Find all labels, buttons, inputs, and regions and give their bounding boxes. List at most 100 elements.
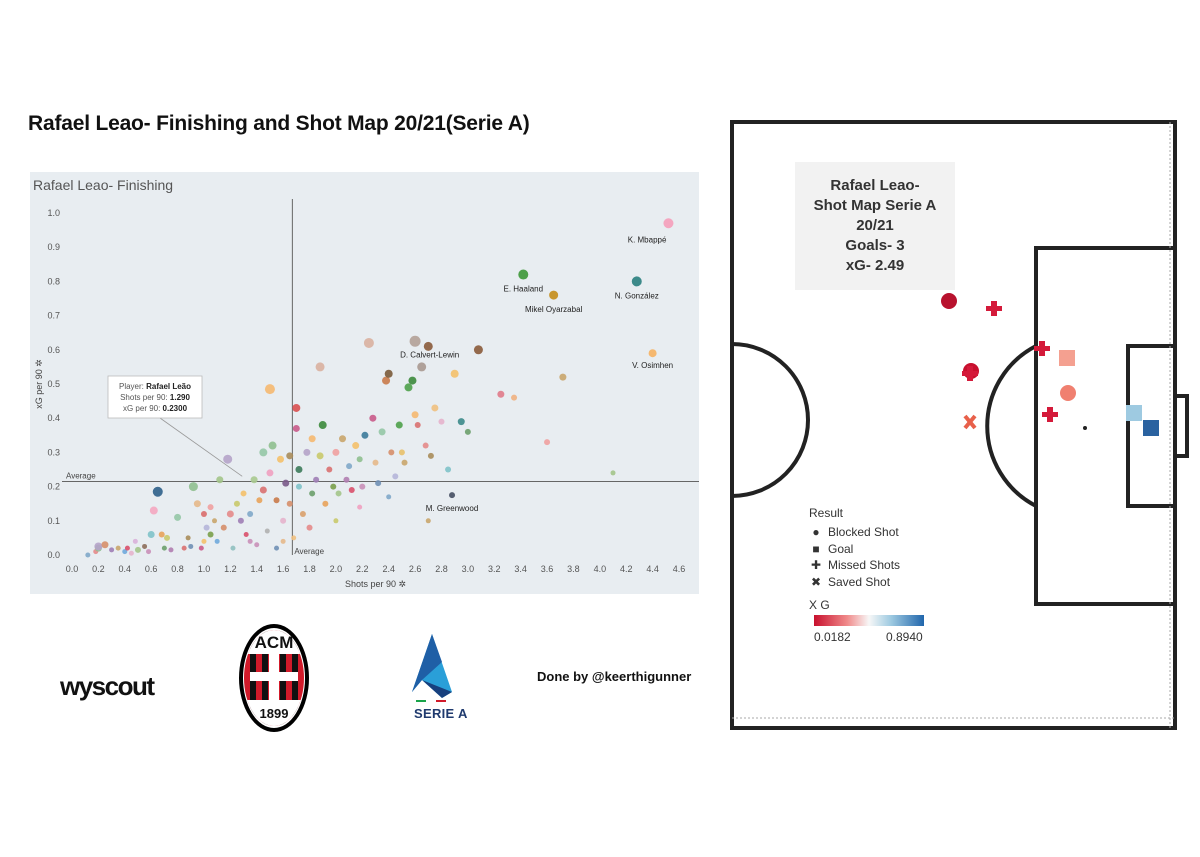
legend-title: Result — [809, 506, 844, 520]
data-point — [339, 435, 347, 443]
x-tick-label: 4.6 — [673, 564, 686, 574]
data-point — [401, 459, 408, 466]
pitch — [730, 120, 1189, 730]
data-point — [203, 524, 210, 531]
scatter-chart: 0.0 0.2 0.4 0.6 0.8 1.0 1.2 1.4 1.6 1.8 2.0 2.2 2.4 2… — [34, 199, 699, 589]
x-tick-label: 2.4 — [382, 564, 395, 574]
y-tick-label: 0.9 — [47, 242, 60, 252]
point-label: K. Mbappé — [628, 235, 667, 244]
data-point — [332, 448, 340, 456]
data-point — [318, 421, 327, 430]
data-point — [464, 428, 471, 435]
data-point — [357, 504, 363, 510]
data-point — [417, 362, 427, 372]
data-point — [369, 414, 377, 422]
data-point — [559, 373, 567, 381]
data-point — [295, 483, 302, 490]
data-point — [214, 538, 220, 544]
data-point — [230, 545, 236, 551]
data-point — [610, 470, 616, 476]
info-line: Shot Map Serie A — [813, 197, 937, 214]
y-tick-label: 0.4 — [47, 413, 60, 423]
data-point — [158, 531, 165, 538]
svg-text:1899: 1899 — [260, 706, 289, 721]
x-tick-label: 0.0 — [66, 564, 79, 574]
data-point — [280, 517, 287, 524]
x-tick-label: 4.4 — [646, 564, 659, 574]
data-point — [457, 418, 465, 426]
data-point — [264, 384, 275, 395]
legend-label: Missed Shots — [828, 558, 901, 573]
data-point — [438, 418, 445, 425]
tooltip-box — [107, 375, 203, 419]
data-point — [445, 466, 452, 473]
point-label: N. González — [615, 291, 659, 300]
x-axis-label: Shots per 90 ✲ — [345, 579, 406, 589]
data-point — [207, 531, 214, 538]
data-point — [273, 497, 280, 504]
ac-milan-crest: ACM 1899 — [239, 624, 309, 732]
point-label: D. Calvert-Lewin — [400, 350, 459, 359]
data-point — [372, 459, 379, 466]
data-point — [378, 428, 386, 436]
xg-color-scale — [814, 615, 924, 626]
data-point — [181, 545, 187, 551]
data-point — [408, 376, 417, 385]
data-point — [286, 500, 293, 507]
data-point — [382, 376, 391, 385]
data-point — [101, 541, 109, 549]
data-point — [247, 538, 253, 544]
wyscout-logo: wyscout — [60, 671, 155, 701]
x-tick-label: 0.8 — [171, 564, 184, 574]
data-point — [274, 545, 280, 551]
data-point — [276, 455, 284, 463]
data-point — [282, 479, 290, 487]
average-x-label: Average — [294, 547, 324, 556]
center-circle — [731, 342, 810, 498]
data-point — [124, 545, 130, 551]
data-point — [404, 383, 413, 392]
tooltip-line: Shots per 90: 1.290 — [120, 393, 190, 402]
serie-a-label: SERIE A — [414, 706, 468, 721]
data-point — [161, 545, 167, 551]
data-point — [352, 442, 360, 450]
info-line: 20/21 — [856, 217, 894, 234]
data-point — [122, 549, 128, 555]
legend-label: Blocked Shot — [828, 525, 899, 540]
data-point — [497, 390, 505, 398]
data-point — [335, 490, 342, 497]
legend-label: Saved Shot — [828, 574, 891, 589]
data-point — [188, 482, 198, 492]
x-tick-label: 3.8 — [567, 564, 580, 574]
data-point — [220, 524, 227, 531]
data-point — [292, 424, 300, 432]
tooltip-line: Player: Rafael Leão — [119, 382, 191, 391]
cross-icon: ✖ — [810, 574, 822, 589]
x-tick-label: 2.8 — [435, 564, 448, 574]
svg-text:ACM: ACM — [255, 633, 294, 652]
x-tick-label: 1.0 — [198, 564, 211, 574]
data-point — [395, 421, 403, 429]
data-point — [330, 483, 337, 490]
data-point — [115, 545, 121, 551]
data-point — [431, 404, 439, 412]
x-tick-label: 4.0 — [594, 564, 607, 574]
data-point — [132, 538, 138, 544]
data-point — [309, 490, 316, 497]
point-label: E. Haaland — [503, 285, 543, 294]
data-point — [414, 422, 421, 429]
labeled-point — [648, 349, 657, 358]
x-tick-label: 3.6 — [541, 564, 554, 574]
data-point — [363, 337, 374, 348]
shot-blocked — [941, 293, 957, 309]
data-point — [216, 476, 224, 484]
circle-icon: ● — [812, 525, 820, 540]
chart-title: Rafael Leao- Finishing — [33, 177, 174, 193]
shot-goal — [1059, 350, 1075, 366]
shot-blocked — [1060, 385, 1076, 401]
data-point — [266, 469, 274, 477]
y-tick-label: 0.5 — [47, 379, 60, 389]
data-point — [149, 506, 158, 515]
data-point — [313, 476, 320, 483]
data-point — [254, 542, 260, 548]
